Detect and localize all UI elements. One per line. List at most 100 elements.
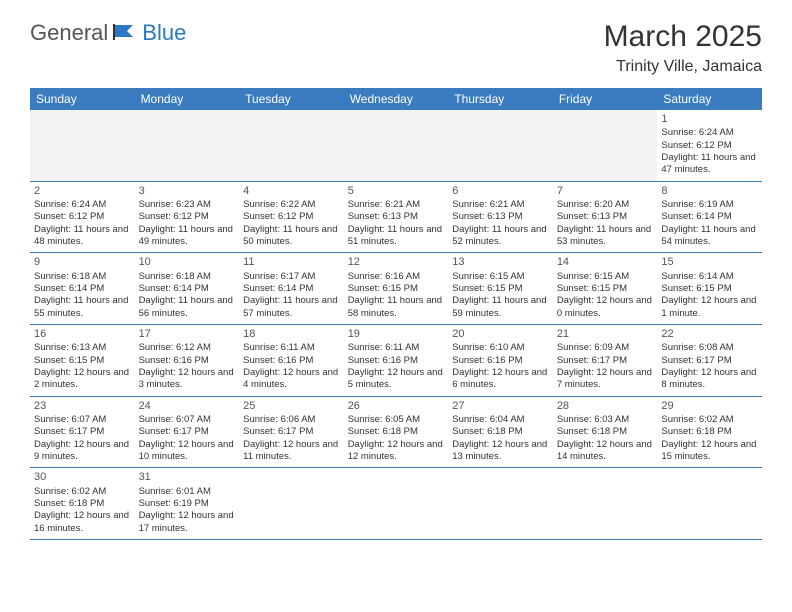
calendar-day-cell: 8Sunrise: 6:19 AMSunset: 6:14 PMDaylight… <box>657 181 762 253</box>
calendar-week-row: 23Sunrise: 6:07 AMSunset: 6:17 PMDayligh… <box>30 396 762 468</box>
sunrise-text: Sunrise: 6:22 AM <box>243 199 340 211</box>
sunset-text: Sunset: 6:12 PM <box>34 211 131 223</box>
day-number: 27 <box>452 399 549 413</box>
daylight-text: Daylight: 11 hours and 55 minutes. <box>34 295 131 320</box>
daylight-text: Daylight: 12 hours and 3 minutes. <box>139 367 236 392</box>
logo-text-blue: Blue <box>142 20 186 46</box>
day-number: 12 <box>348 255 445 269</box>
sunrise-text: Sunrise: 6:24 AM <box>661 127 758 139</box>
sunset-text: Sunset: 6:17 PM <box>557 355 654 367</box>
calendar-day-cell: 11Sunrise: 6:17 AMSunset: 6:14 PMDayligh… <box>239 253 344 325</box>
day-number: 24 <box>139 399 236 413</box>
sunset-text: Sunset: 6:15 PM <box>661 283 758 295</box>
sunrise-text: Sunrise: 6:17 AM <box>243 271 340 283</box>
sunrise-text: Sunrise: 6:13 AM <box>34 342 131 354</box>
sunset-text: Sunset: 6:15 PM <box>452 283 549 295</box>
sunrise-text: Sunrise: 6:18 AM <box>139 271 236 283</box>
calendar-empty-cell <box>448 468 553 540</box>
calendar-empty-cell <box>135 110 240 181</box>
sunset-text: Sunset: 6:17 PM <box>661 355 758 367</box>
calendar-empty-cell <box>239 110 344 181</box>
daylight-text: Daylight: 12 hours and 13 minutes. <box>452 439 549 464</box>
daylight-text: Daylight: 11 hours and 59 minutes. <box>452 295 549 320</box>
calendar-week-row: 16Sunrise: 6:13 AMSunset: 6:15 PM Dayligh… <box>30 325 762 397</box>
calendar-day-cell: 22Sunrise: 6:08 AMSunset: 6:17 PMDayligh… <box>657 325 762 397</box>
calendar-week-row: 2Sunrise: 6:24 AMSunset: 6:12 PMDaylight… <box>30 181 762 253</box>
daylight-text: Daylight: 12 hours and 11 minutes. <box>243 439 340 464</box>
day-number: 25 <box>243 399 340 413</box>
sunset-text: Sunset: 6:12 PM <box>139 211 236 223</box>
day-number: 23 <box>34 399 131 413</box>
sunset-text: Sunset: 6:17 PM <box>243 426 340 438</box>
logo-text-general: General <box>30 20 108 46</box>
calendar-day-cell: 7Sunrise: 6:20 AMSunset: 6:13 PMDaylight… <box>553 181 658 253</box>
calendar-empty-cell <box>344 110 449 181</box>
day-header: Friday <box>553 88 658 110</box>
sunset-text: Sunset: 6:14 PM <box>34 283 131 295</box>
sunset-text: Sunset: 6:18 PM <box>452 426 549 438</box>
calendar-day-cell: 10Sunrise: 6:18 AMSunset: 6:14 PMDayligh… <box>135 253 240 325</box>
calendar-empty-cell <box>553 110 658 181</box>
daylight-text: Daylight: 12 hours and 14 minutes. <box>557 439 654 464</box>
daylight-text: Daylight: 11 hours and 50 minutes. <box>243 224 340 249</box>
sunset-text: Sunset: 6:18 PM <box>661 426 758 438</box>
calendar-header-row: SundayMondayTuesdayWednesdayThursdayFrid… <box>30 88 762 110</box>
sunset-text: Sunset: 6:16 PM <box>452 355 549 367</box>
sunset-text: Sunset: 6:16 PM <box>139 355 236 367</box>
daylight-text: Daylight: 12 hours and 0 minutes. <box>557 295 654 320</box>
sunset-text: Sunset: 6:17 PM <box>34 426 131 438</box>
sunset-text: Sunset: 6:14 PM <box>243 283 340 295</box>
sunset-text: Sunset: 6:15 PM <box>34 355 131 367</box>
calendar-day-cell: 24Sunrise: 6:07 AMSunset: 6:17 PMDayligh… <box>135 396 240 468</box>
calendar-day-cell: 9Sunrise: 6:18 AMSunset: 6:14 PMDaylight… <box>30 253 135 325</box>
day-header: Sunday <box>30 88 135 110</box>
sunrise-text: Sunrise: 6:05 AM <box>348 414 445 426</box>
day-number: 30 <box>34 470 131 484</box>
daylight-text: Daylight: 12 hours and 8 minutes. <box>661 367 758 392</box>
calendar-day-cell: 21Sunrise: 6:09 AMSunset: 6:17 PMDayligh… <box>553 325 658 397</box>
day-number: 18 <box>243 327 340 341</box>
sunrise-text: Sunrise: 6:09 AM <box>557 342 654 354</box>
sunrise-text: Sunrise: 6:19 AM <box>661 199 758 211</box>
sunset-text: Sunset: 6:12 PM <box>243 211 340 223</box>
calendar-week-row: 9Sunrise: 6:18 AMSunset: 6:14 PMDaylight… <box>30 253 762 325</box>
sunrise-text: Sunrise: 6:16 AM <box>348 271 445 283</box>
sunrise-text: Sunrise: 6:14 AM <box>661 271 758 283</box>
day-number: 28 <box>557 399 654 413</box>
calendar-day-cell: 1Sunrise: 6:24 AMSunset: 6:12 PMDaylight… <box>657 110 762 181</box>
day-number: 14 <box>557 255 654 269</box>
daylight-text: Daylight: 11 hours and 49 minutes. <box>139 224 236 249</box>
calendar-day-cell: 13Sunrise: 6:15 AMSunset: 6:15 PMDayligh… <box>448 253 553 325</box>
sunset-text: Sunset: 6:13 PM <box>452 211 549 223</box>
calendar-day-cell: 15Sunrise: 6:14 AMSunset: 6:15 PMDayligh… <box>657 253 762 325</box>
sunrise-text: Sunrise: 6:03 AM <box>557 414 654 426</box>
day-number: 16 <box>34 327 131 341</box>
day-number: 8 <box>661 184 758 198</box>
day-number: 6 <box>452 184 549 198</box>
day-number: 4 <box>243 184 340 198</box>
day-number: 22 <box>661 327 758 341</box>
day-number: 9 <box>34 255 131 269</box>
calendar-day-cell: 6Sunrise: 6:21 AMSunset: 6:13 PMDaylight… <box>448 181 553 253</box>
daylight-text: Daylight: 11 hours and 51 minutes. <box>348 224 445 249</box>
title-block: March 2025 Trinity Ville, Jamaica <box>604 20 762 76</box>
logo: General Blue <box>30 20 186 46</box>
sunset-text: Sunset: 6:12 PM <box>661 140 758 152</box>
daylight-text: Daylight: 11 hours and 56 minutes. <box>139 295 236 320</box>
daylight-text: Daylight: 12 hours and 4 minutes. <box>243 367 340 392</box>
day-header: Thursday <box>448 88 553 110</box>
calendar-body: 1Sunrise: 6:24 AMSunset: 6:12 PMDaylight… <box>30 110 762 540</box>
day-number: 20 <box>452 327 549 341</box>
calendar-empty-cell <box>553 468 658 540</box>
sunrise-text: Sunrise: 6:11 AM <box>348 342 445 354</box>
location-label: Trinity Ville, Jamaica <box>604 58 762 76</box>
daylight-text: Daylight: 12 hours and 15 minutes. <box>661 439 758 464</box>
month-title: March 2025 <box>604 20 762 54</box>
day-number: 26 <box>348 399 445 413</box>
sunrise-text: Sunrise: 6:11 AM <box>243 342 340 354</box>
calendar-day-cell: 25Sunrise: 6:06 AMSunset: 6:17 PMDayligh… <box>239 396 344 468</box>
sunrise-text: Sunrise: 6:02 AM <box>34 486 131 498</box>
calendar-day-cell: 29Sunrise: 6:02 AMSunset: 6:18 PMDayligh… <box>657 396 762 468</box>
daylight-text: Daylight: 11 hours and 48 minutes. <box>34 224 131 249</box>
day-number: 15 <box>661 255 758 269</box>
